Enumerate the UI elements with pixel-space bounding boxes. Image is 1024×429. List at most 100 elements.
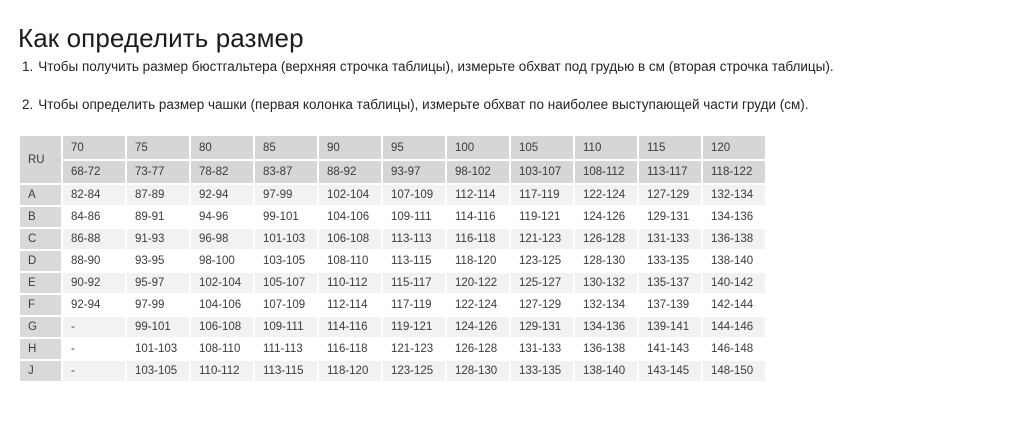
table-cell-bust-range: 122-124: [574, 184, 639, 207]
table-cell-bust-range: 87-89: [126, 184, 191, 207]
table-cell-bust-range: 123-125: [382, 360, 447, 383]
table-row: G -99-101 106-108 109-111 114-116 119-121 124-…: [20, 316, 767, 339]
row-header-cup-size: E: [20, 272, 63, 295]
table-cell-bust-range: 113-113: [382, 228, 447, 251]
column-header-underbust-range: 78-82: [190, 160, 255, 185]
row-header-cup-size: A: [20, 184, 63, 207]
table-cell-bust-range: 106-108: [190, 316, 255, 339]
table-cell-bust-range: 104-106: [318, 206, 383, 229]
table-cell-bust-range: 101-103: [254, 228, 319, 251]
table-cell-bust-range: -: [62, 338, 127, 361]
column-header-band-size: 75: [126, 136, 191, 161]
table-cell-bust-range: 134-136: [574, 316, 639, 339]
table-cell-bust-range: 140-142: [702, 272, 767, 295]
table-cell-bust-range: 129-131: [638, 206, 703, 229]
table-cell-bust-range: 108-110: [190, 338, 255, 361]
table-cell-bust-range: 89-91: [126, 206, 191, 229]
step-2-text: Чтобы определить размер чашки (первая ко…: [38, 97, 809, 112]
table-row: D 88-90 93-95 98-100 103-105 108-110 113-115 11…: [20, 250, 767, 273]
table-cell-bust-range: 142-144: [702, 294, 767, 317]
instructions-list: 1. Чтобы получить размер бюстгальтера (в…: [22, 58, 1012, 134]
table-row: E 90-92 95-97 102-104 105-107 110-112 115-117 1…: [20, 272, 767, 295]
column-header-band-size: 70: [62, 136, 127, 161]
table-cell-bust-range: 103-105: [126, 360, 191, 383]
size-chart-table: RU 70 75 80 85 90 95 100 105 110 115 120 68-72 73-77 7…: [20, 136, 767, 383]
table-cell-bust-range: 90-92: [62, 272, 127, 295]
instruction-step-2: 2. Чтобы определить размер чашки (первая…: [22, 96, 1012, 114]
table-cell-bust-range: 113-115: [382, 250, 447, 273]
column-header-underbust-range: 113-117: [638, 160, 703, 185]
table-cell-bust-range: 120-122: [446, 272, 511, 295]
table-cell-bust-range: 112-114: [318, 294, 383, 317]
column-header-band-size: 110: [574, 136, 639, 161]
table-cell-bust-range: 138-140: [574, 360, 639, 383]
table-cell-bust-range: 144-146: [702, 316, 767, 339]
table-cell-bust-range: 113-115: [254, 360, 319, 383]
table-corner-label-ru: RU: [20, 136, 63, 185]
table-cell-bust-range: 107-109: [382, 184, 447, 207]
table-cell-bust-range: 126-128: [574, 228, 639, 251]
table-cell-bust-range: 124-126: [574, 206, 639, 229]
table-cell-bust-range: 115-117: [382, 272, 447, 295]
table-cell-bust-range: 108-110: [318, 250, 383, 273]
column-header-band-size: 80: [190, 136, 255, 161]
table-cell-bust-range: 92-94: [190, 184, 255, 207]
table-cell-bust-range: 121-123: [510, 228, 575, 251]
table-cell-bust-range: 112-114: [446, 184, 511, 207]
table-cell-bust-range: 91-93: [126, 228, 191, 251]
table-cell-bust-range: 88-90: [62, 250, 127, 273]
table-cell-bust-range: 94-96: [190, 206, 255, 229]
column-header-band-size: 100: [446, 136, 511, 161]
column-header-underbust-range: 103-107: [510, 160, 575, 185]
step-1-text: Чтобы получить размер бюстгальтера (верх…: [38, 59, 834, 74]
table-cell-bust-range: 109-111: [382, 206, 447, 229]
table-cell-bust-range: 121-123: [382, 338, 447, 361]
column-header-band-size: 95: [382, 136, 447, 161]
table-cell-bust-range: 134-136: [702, 206, 767, 229]
table-cell-bust-range: 128-130: [446, 360, 511, 383]
table-cell-bust-range: 129-131: [510, 316, 575, 339]
table-cell-bust-range: 99-101: [254, 206, 319, 229]
table-cell-bust-range: 99-101: [126, 316, 191, 339]
table-cell-bust-range: 136-138: [702, 228, 767, 251]
table-cell-bust-range: 146-148: [702, 338, 767, 361]
column-header-band-size: 120: [702, 136, 767, 161]
table-cell-bust-range: -: [62, 360, 127, 383]
row-header-cup-size: G: [20, 316, 63, 339]
size-table-container: RU 70 75 80 85 90 95 100 105 110 115 120 68-72 73-77 7…: [20, 136, 767, 383]
row-header-cup-size: C: [20, 228, 63, 251]
table-cell-bust-range: 109-111: [254, 316, 319, 339]
column-header-band-size: 105: [510, 136, 575, 161]
table-cell-bust-range: 102-104: [190, 272, 255, 295]
table-cell-bust-range: 125-127: [510, 272, 575, 295]
table-cell-bust-range: 141-143: [638, 338, 703, 361]
table-cell-bust-range: 97-99: [254, 184, 319, 207]
step-1-number: 1.: [22, 59, 34, 74]
row-header-cup-size: J: [20, 360, 63, 383]
table-cell-bust-range: 130-132: [574, 272, 639, 295]
table-cell-bust-range: 106-108: [318, 228, 383, 251]
table-cell-bust-range: 118-120: [446, 250, 511, 273]
table-row: A 82-84 87-89 92-94 97-99 102-104 107-109 112-1…: [20, 184, 767, 207]
table-header-band-row: RU 70 75 80 85 90 95 100 105 110 115 120: [20, 136, 767, 185]
table-cell-bust-range: 148-150: [702, 360, 767, 383]
column-header-underbust-range: 118-122: [702, 160, 767, 185]
table-cell-bust-range: 97-99: [126, 294, 191, 317]
column-header-underbust-range: 108-112: [574, 160, 639, 185]
table-cell-bust-range: 143-145: [638, 360, 703, 383]
table-cell-bust-range: 82-84: [62, 184, 127, 207]
table-cell-bust-range: 137-139: [638, 294, 703, 317]
column-header-underbust-range: 88-92: [318, 160, 383, 185]
table-cell-bust-range: 122-124: [446, 294, 511, 317]
table-header-underbust-row: 68-72 73-77 78-82 83-87 88-92 93-97 98-102 103-…: [20, 160, 767, 185]
row-header-cup-size: H: [20, 338, 63, 361]
table-row: H -101-103 108-110 111-113 116-118 121-123 126…: [20, 338, 767, 361]
table-cell-bust-range: 96-98: [190, 228, 255, 251]
table-cell-bust-range: 84-86: [62, 206, 127, 229]
table-cell-bust-range: 107-109: [254, 294, 319, 317]
column-header-band-size: 115: [638, 136, 703, 161]
table-cell-bust-range: 133-135: [510, 360, 575, 383]
table-row: F 92-94 97-99 104-106 107-109 112-114 117-119 1…: [20, 294, 767, 317]
column-header-underbust-range: 73-77: [126, 160, 191, 185]
column-header-band-size: 85: [254, 136, 319, 161]
